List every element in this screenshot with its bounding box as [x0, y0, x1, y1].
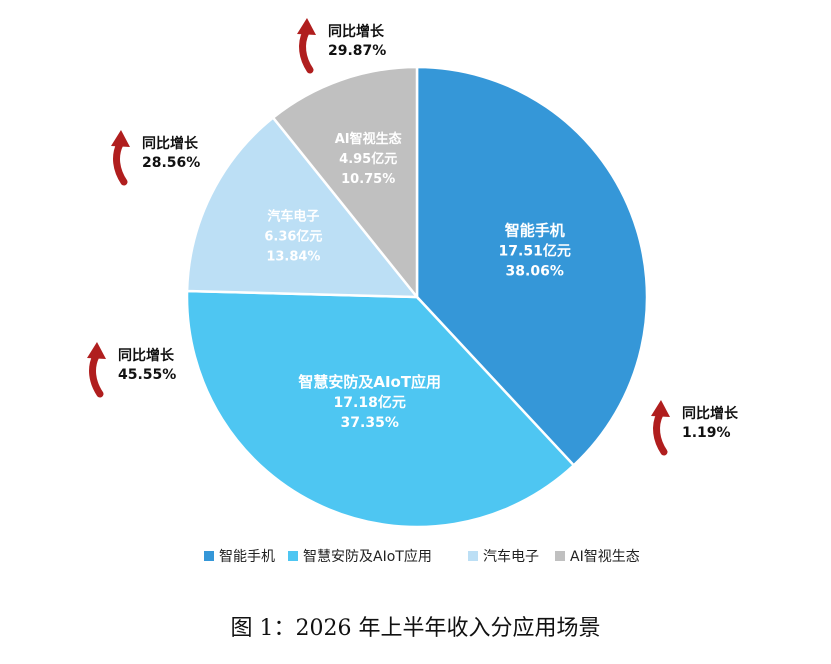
- growth-value-2: 28.56%: [142, 155, 200, 171]
- legend-swatch-3: [555, 551, 565, 561]
- slice-percent-label-0: 38.06%: [506, 264, 564, 280]
- pie-slice-3: [271, 65, 419, 301]
- legend-swatch-1: [288, 551, 298, 561]
- growth-value-1: 45.55%: [118, 367, 176, 383]
- legend-swatch-2: [468, 551, 478, 561]
- slice-percent-label-1: 37.35%: [341, 415, 399, 431]
- growth-title-2: 同比增长: [142, 135, 199, 152]
- growth-title-0: 同比增长: [682, 405, 739, 422]
- slice-category-label-1: 智慧安防及AIoT应用: [298, 373, 441, 391]
- slice-value-label-3: 4.95亿元: [339, 151, 397, 167]
- growth-arrow-icon-1: [87, 342, 106, 398]
- legend-entry-0: 智能手机: [219, 549, 275, 565]
- growth-arrow-icon-2: [111, 130, 130, 186]
- slice-category-label-0: 智能手机: [505, 222, 565, 240]
- slice-category-label-3: AI智视生态: [335, 131, 402, 147]
- slice-value-label-2: 6.36亿元: [264, 229, 322, 245]
- legend-entry-2: 汽车电子: [483, 548, 539, 565]
- slice-value-label-1: 17.18亿元: [334, 394, 406, 411]
- pie-slice-2: [185, 115, 420, 299]
- growth-arrow-icon-3: [297, 18, 316, 74]
- growth-value-3: 29.87%: [328, 43, 386, 59]
- pie-chart: 智能手机 17.51亿元 38.06% 智慧安防及AIoT应用 17.18亿元 37.35…: [87, 18, 739, 565]
- growth-title-3: 同比增长: [328, 23, 385, 40]
- pie-slice-1: [185, 289, 576, 529]
- legend-entry-1: 智慧安防及AIoT应用: [303, 548, 432, 565]
- slice-percent-label-2: 13.84%: [266, 250, 320, 265]
- growth-title-1: 同比增长: [118, 347, 175, 364]
- legend-swatch-0: [204, 551, 214, 561]
- figure-caption: 图 1：2026 年上半年收入分应用场景: [230, 616, 601, 641]
- legend-entry-3: AI智视生态: [570, 549, 640, 565]
- slice-category-label-2: 汽车电子: [267, 209, 319, 225]
- growth-arrow-icon-0: [651, 400, 670, 456]
- slice-percent-label-3: 10.75%: [341, 172, 395, 187]
- growth-value-0: 1.19%: [682, 425, 731, 441]
- pie-slice-0: [415, 65, 649, 468]
- slice-value-label-0: 17.51亿元: [499, 243, 571, 260]
